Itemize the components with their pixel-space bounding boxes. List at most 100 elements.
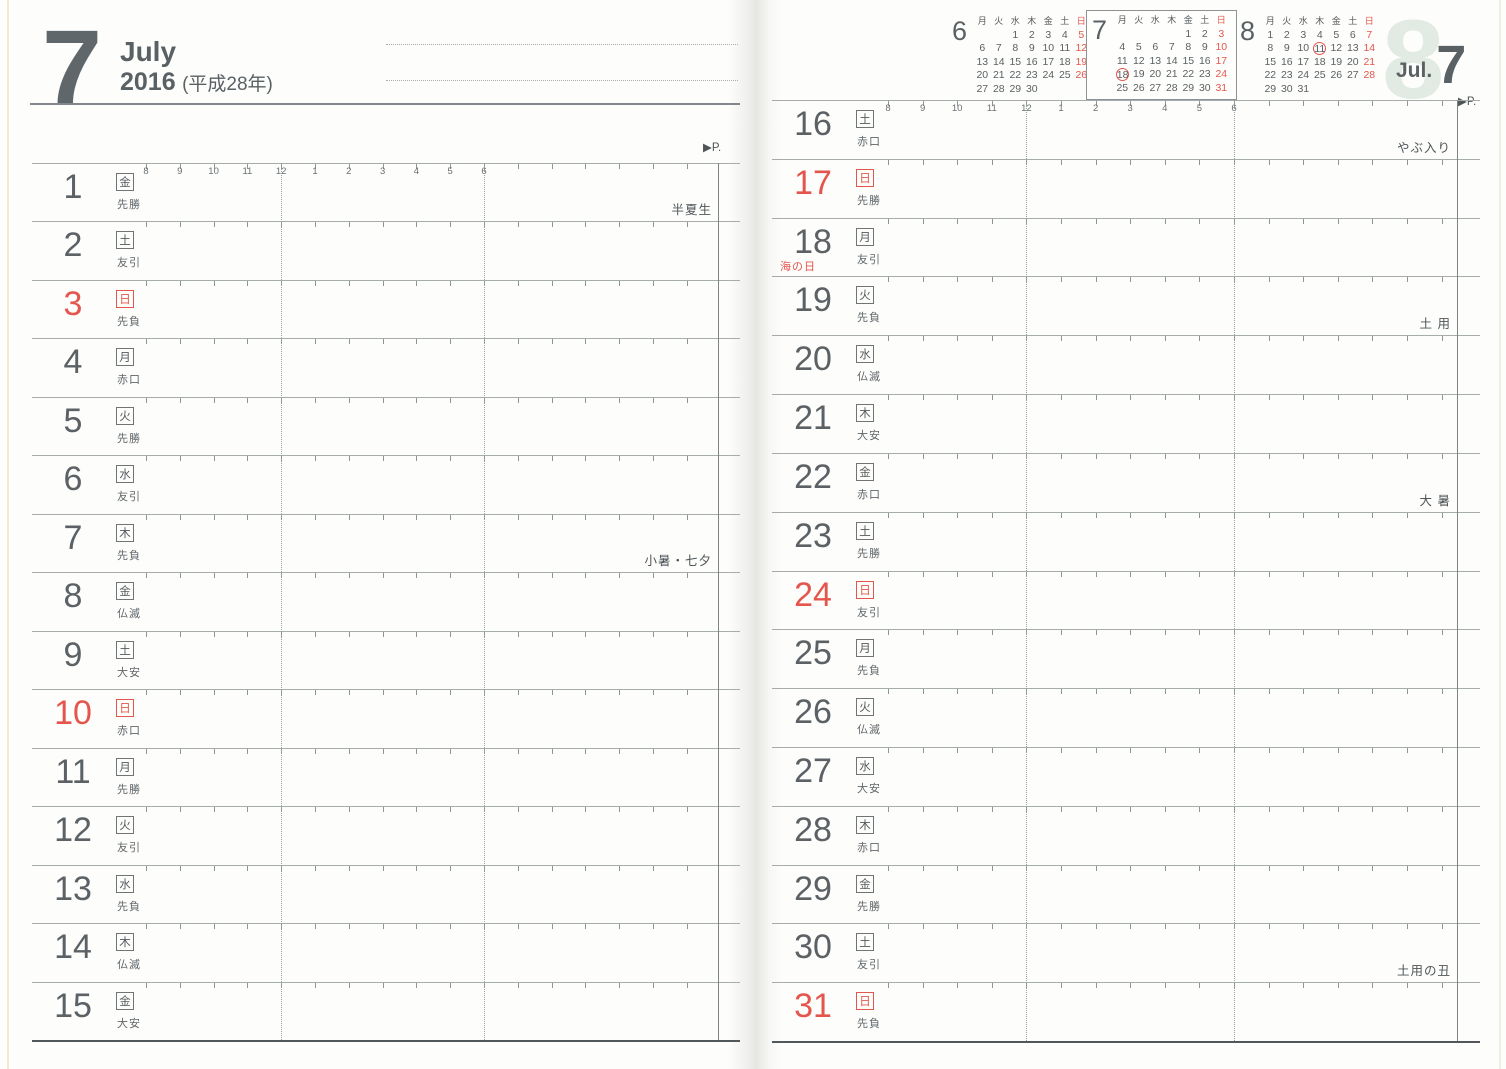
- hour-tick: [957, 630, 959, 636]
- mini-calendar-day: 28: [1165, 81, 1178, 94]
- hour-tick: [1130, 630, 1132, 636]
- hour-tick: [315, 690, 316, 696]
- mini-calendar-day: 17: [1215, 54, 1228, 67]
- hour-tick: [1199, 453, 1201, 459]
- time-divider-dotted: [1026, 100, 1028, 1041]
- rokuyo-label: 友引: [857, 606, 881, 619]
- day-number: 7: [63, 518, 83, 557]
- rokuyo-label: 先負: [857, 1018, 881, 1031]
- weekday-box: 金: [116, 991, 134, 1010]
- mini-calendar-day: 29: [1182, 81, 1195, 94]
- hour-tick: [1337, 218, 1339, 224]
- mini-calendar-day: 11: [1312, 42, 1329, 56]
- weekday-box: 水: [116, 874, 134, 893]
- weekday-header-cell: 日: [1364, 16, 1374, 26]
- hour-tick: [585, 222, 587, 228]
- mini-calendar-day: [1328, 83, 1345, 97]
- hour-tick: [247, 456, 249, 462]
- hour-tick: [179, 456, 181, 462]
- mini-calendar-day: [1057, 83, 1074, 97]
- day-row: 27 水 大安: [772, 746, 1480, 806]
- rokuyo-label: 赤口: [857, 136, 881, 148]
- hour-tick: [1061, 512, 1062, 518]
- hour-tick: [416, 164, 418, 169]
- time-divider-dotted: [484, 163, 485, 1040]
- hour-tick: [957, 395, 959, 401]
- hour-tick: [686, 865, 688, 871]
- mini-calendar-day: 9: [1201, 41, 1208, 53]
- hour-tick: [1130, 453, 1132, 459]
- hour-tick: [1372, 630, 1374, 636]
- day-number: 1: [63, 168, 83, 206]
- hour-tick: [315, 631, 316, 637]
- hour-tick: [247, 573, 249, 579]
- holiday-circle: 11: [1313, 42, 1327, 55]
- hour-tick: [213, 982, 215, 988]
- mini-calendar-day: 23: [1198, 68, 1211, 80]
- mini-calendar-grid: 月火水木金土日 1 2 3 4 5 6 7 8 9 10 11 12 13 14 15 16 17 18 19 20 21…: [1262, 15, 1378, 96]
- mini-calendar-day: 6: [979, 42, 986, 54]
- hour-tick: [1372, 101, 1374, 106]
- hour-tick: [416, 514, 418, 520]
- hour-tick: [382, 280, 384, 286]
- day-number: 26: [794, 693, 832, 732]
- hour-tick: [213, 865, 215, 871]
- hour-tick: [315, 807, 316, 813]
- hour-tick: [1337, 336, 1339, 342]
- hour-label: 10: [208, 166, 219, 177]
- hour-tick: [1372, 395, 1374, 401]
- weekday-box: 金: [856, 462, 874, 481]
- hour-tick: [888, 630, 889, 636]
- hour-tick: [382, 573, 384, 579]
- hour-label: 1: [312, 166, 318, 177]
- hour-tick: [416, 924, 418, 930]
- hour-tick: [1199, 630, 1201, 636]
- hour-tick: [1095, 218, 1097, 224]
- hour-tick: [1337, 395, 1339, 401]
- hour-tick: [315, 280, 316, 286]
- mini-calendar-day: 24: [1215, 68, 1228, 80]
- hour-tick: [686, 982, 688, 988]
- hour-tick: [517, 164, 519, 169]
- hour-tick: [1268, 924, 1270, 930]
- hour-tick: [179, 222, 181, 228]
- mini-calendar-day: 10: [1042, 42, 1055, 54]
- hour-tick: [1407, 218, 1408, 224]
- rokuyo-label: 赤口: [117, 725, 141, 738]
- hour-tick: [247, 924, 249, 930]
- hour-tick: [382, 865, 384, 871]
- weekday-header-cell: 月: [977, 16, 987, 26]
- day-number: 10: [54, 694, 92, 733]
- hour-tick: [382, 456, 384, 462]
- hour-tick: [1372, 512, 1374, 518]
- weekday-box: 木: [116, 523, 134, 542]
- hour-tick: [686, 690, 688, 696]
- weekday-header-cell: 日: [1216, 15, 1226, 25]
- hour-tick: [585, 280, 587, 286]
- hour-tick: [1303, 630, 1305, 636]
- hour-tick: [686, 280, 688, 286]
- day-number: 13: [54, 869, 92, 908]
- hour-tick: [653, 222, 654, 228]
- day-row: 21 木 大安: [772, 394, 1480, 453]
- hour-tick: [1164, 689, 1166, 695]
- mini-calendar-day: 3: [1218, 27, 1225, 40]
- mini-calendar-day: 23: [1280, 69, 1293, 81]
- hour-label: 11: [242, 166, 253, 177]
- hour-tick: [213, 748, 215, 754]
- mini-calendar-day: 2: [1283, 28, 1290, 41]
- hour-tick: [1303, 747, 1305, 753]
- hour-tick: [517, 631, 519, 637]
- mini-calendar-day: 17: [1042, 55, 1055, 68]
- hour-tick: [146, 280, 147, 286]
- hour-tick: [450, 456, 452, 462]
- hour-tick: [619, 397, 621, 403]
- hour-tick: [922, 395, 924, 401]
- day-row: 8 金 仏滅: [32, 572, 740, 630]
- hour-tick: [922, 806, 924, 812]
- hour-tick: [1337, 453, 1339, 459]
- weekday-box: 火: [856, 286, 874, 305]
- hour-tick: [517, 748, 519, 754]
- hour-tick: [179, 164, 181, 169]
- hour-tick: [551, 164, 553, 169]
